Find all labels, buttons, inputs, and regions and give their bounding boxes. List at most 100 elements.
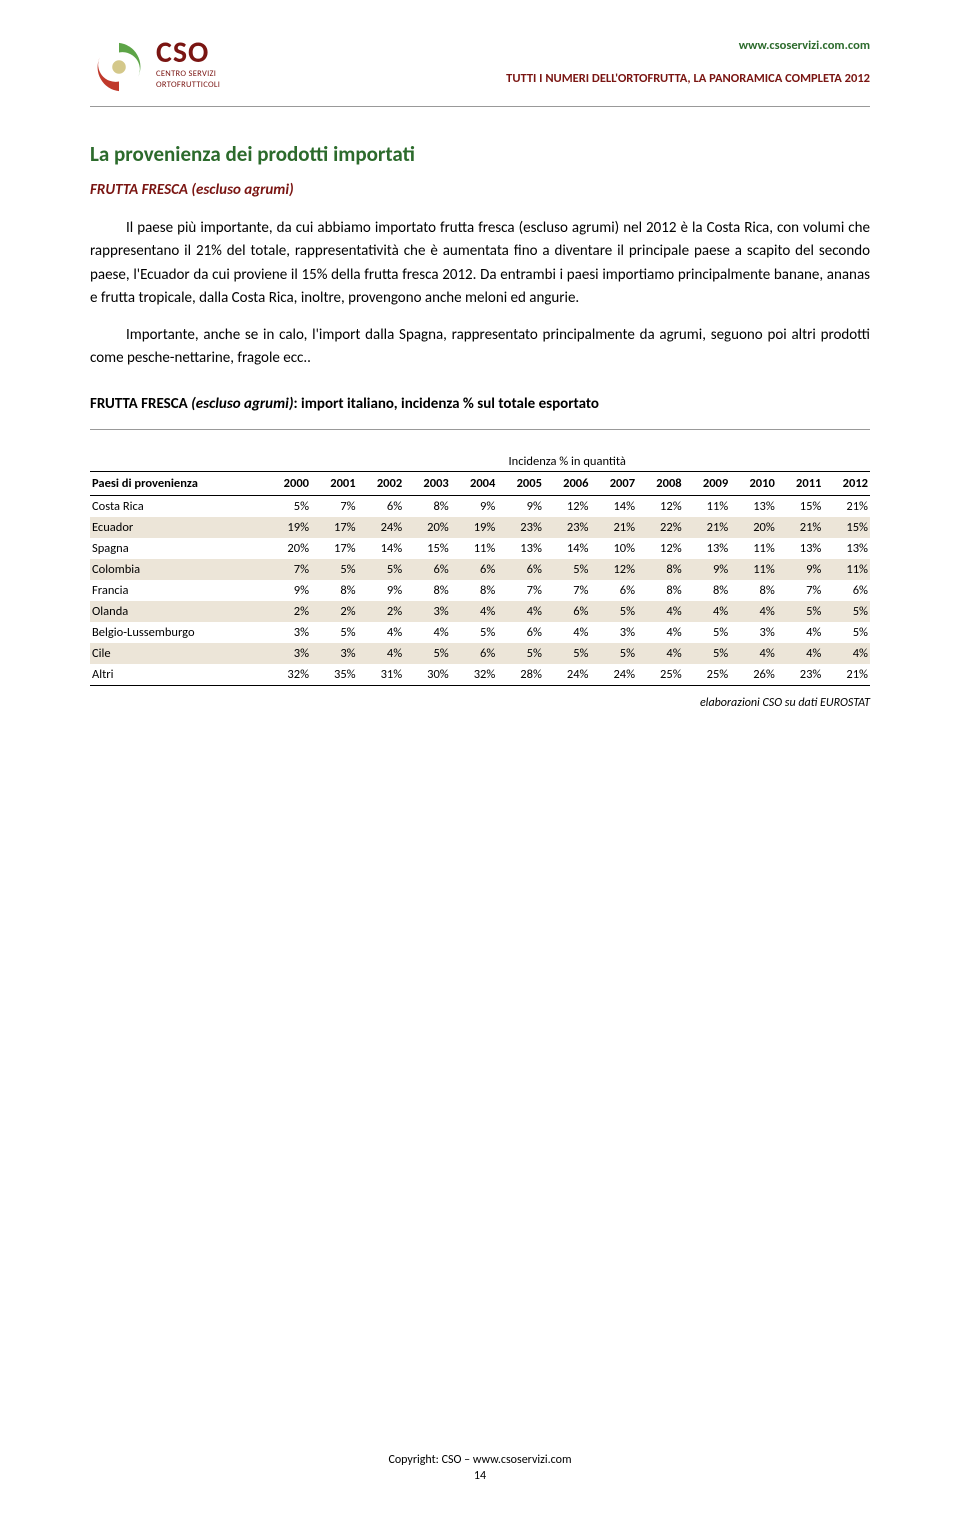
cell-value: 5%	[684, 643, 731, 664]
cell-value: 35%	[311, 664, 358, 686]
cell-value: 13%	[497, 538, 544, 559]
footer-copyright: Copyright: CSO – www.csoservizi.com	[0, 1453, 960, 1467]
cell-value: 5%	[497, 643, 544, 664]
cell-value: 5%	[590, 643, 637, 664]
cell-value: 8%	[311, 580, 358, 601]
table-title: FRUTTA FRESCA (escluso agrumi): import i…	[90, 395, 870, 413]
cell-value: 9%	[358, 580, 405, 601]
cell-value: 12%	[637, 538, 684, 559]
year-column-header: 2009	[684, 471, 731, 495]
cell-value: 32%	[264, 664, 311, 686]
cell-value: 5%	[777, 601, 824, 622]
cell-value: 3%	[264, 622, 311, 643]
cell-value: 6%	[823, 580, 870, 601]
cell-value: 11%	[451, 538, 498, 559]
row-label: Costa Rica	[90, 495, 264, 517]
cell-value: 5%	[544, 643, 591, 664]
cell-value: 20%	[264, 538, 311, 559]
cell-value: 5%	[684, 622, 731, 643]
section-subhead: FRUTTA FRESCA (escluso agrumi)	[90, 181, 870, 199]
cell-value: 4%	[777, 643, 824, 664]
cell-value: 23%	[497, 517, 544, 538]
year-column-header: 2007	[590, 471, 637, 495]
cell-value: 11%	[730, 559, 777, 580]
row-label: Francia	[90, 580, 264, 601]
cell-value: 11%	[684, 495, 731, 517]
cell-value: 4%	[637, 643, 684, 664]
doc-title: TUTTI I NUMERI DELL'ORTOFRUTTA, LA PANOR…	[506, 71, 870, 86]
cell-value: 21%	[684, 517, 731, 538]
cell-value: 13%	[730, 495, 777, 517]
cell-value: 7%	[497, 580, 544, 601]
cell-value: 7%	[544, 580, 591, 601]
row-label: Colombia	[90, 559, 264, 580]
page-footer: Copyright: CSO – www.csoservizi.com 14	[0, 1453, 960, 1483]
cell-value: 8%	[404, 580, 451, 601]
cell-value: 5%	[544, 559, 591, 580]
cell-value: 17%	[311, 517, 358, 538]
cell-value: 8%	[637, 559, 684, 580]
footer-page-number: 14	[0, 1469, 960, 1483]
row-label: Belgio-Lussemburgo	[90, 622, 264, 643]
cell-value: 6%	[451, 559, 498, 580]
cell-value: 9%	[777, 559, 824, 580]
cell-value: 19%	[264, 517, 311, 538]
cell-value: 7%	[311, 495, 358, 517]
cell-value: 22%	[637, 517, 684, 538]
row-label: Olanda	[90, 601, 264, 622]
cell-value: 3%	[264, 643, 311, 664]
table-title-italic: (escluso agrumi)	[191, 395, 293, 413]
cell-value: 4%	[777, 622, 824, 643]
cell-value: 4%	[544, 622, 591, 643]
cell-value: 4%	[637, 622, 684, 643]
cell-value: 5%	[590, 601, 637, 622]
cell-value: 8%	[404, 495, 451, 517]
header-url: www.csoservizi.com.com	[506, 38, 870, 53]
section-title: La provenienza dei prodotti importati	[90, 141, 870, 167]
cell-value: 14%	[358, 538, 405, 559]
cell-value: 3%	[730, 622, 777, 643]
cell-value: 7%	[264, 559, 311, 580]
cell-value: 26%	[730, 664, 777, 686]
cell-value: 28%	[497, 664, 544, 686]
cell-value: 25%	[684, 664, 731, 686]
cell-value: 32%	[451, 664, 498, 686]
cell-value: 7%	[777, 580, 824, 601]
cell-value: 5%	[451, 622, 498, 643]
cell-value: 24%	[544, 664, 591, 686]
year-column-header: 2012	[823, 471, 870, 495]
cell-value: 14%	[590, 495, 637, 517]
row-label: Ecuador	[90, 517, 264, 538]
paragraph-2: Importante, anche se in calo, l'import d…	[90, 324, 870, 371]
cell-value: 12%	[637, 495, 684, 517]
year-column-header: 2011	[777, 471, 824, 495]
logo-swirl-icon	[90, 38, 148, 96]
cell-value: 21%	[590, 517, 637, 538]
cell-value: 3%	[311, 643, 358, 664]
cell-value: 4%	[497, 601, 544, 622]
cell-value: 9%	[451, 495, 498, 517]
table-title-part1: FRUTTA FRESCA	[90, 395, 191, 413]
cell-value: 25%	[637, 664, 684, 686]
cell-value: 31%	[358, 664, 405, 686]
cell-value: 5%	[404, 643, 451, 664]
cell-value: 17%	[311, 538, 358, 559]
cell-value: 20%	[730, 517, 777, 538]
year-column-header: 2001	[311, 471, 358, 495]
logo: CSO CENTRO SERVIZI ORTOFRUTTICOLI	[90, 38, 220, 96]
table-row: Francia9%8%9%8%8%7%7%6%8%8%8%7%6%	[90, 580, 870, 601]
cell-value: 4%	[358, 622, 405, 643]
table-row: Spagna20%17%14%15%11%13%14%10%12%13%11%1…	[90, 538, 870, 559]
cell-value: 11%	[823, 559, 870, 580]
table-title-part2: : import italiano, incidenza % sul total…	[294, 395, 600, 413]
year-column-header: 2006	[544, 471, 591, 495]
cell-value: 12%	[590, 559, 637, 580]
page-header: CSO CENTRO SERVIZI ORTOFRUTTICOLI www.cs…	[90, 38, 870, 96]
cell-value: 3%	[590, 622, 637, 643]
cell-value: 4%	[823, 643, 870, 664]
logo-sub2: ORTOFRUTTICOLI	[156, 81, 220, 90]
cell-value: 11%	[730, 538, 777, 559]
year-column-header: 2010	[730, 471, 777, 495]
label-column-header: Paesi di provenienza	[90, 471, 264, 495]
cell-value: 4%	[358, 643, 405, 664]
